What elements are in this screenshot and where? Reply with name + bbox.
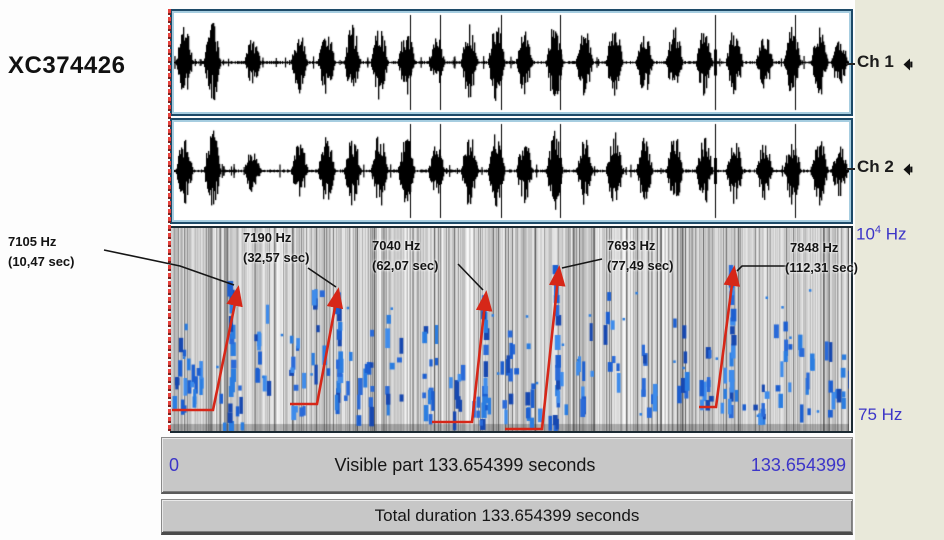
annotation-5-time: (112,31 sec) [785, 260, 859, 275]
annotation-4-time: (77,49 sec) [607, 258, 674, 273]
waveform-channel-1-panel[interactable] [170, 9, 853, 116]
annotation-3-freq: 7040 Hz [372, 238, 421, 253]
visible-start-time: 0 [169, 454, 180, 475]
freq-axis-max-label: 104 Hz [856, 224, 907, 244]
annotation-1-freq: 7105 Hz [8, 234, 57, 249]
waveform-channel-2-canvas[interactable] [174, 122, 849, 220]
annotation-2-freq: 7190 Hz [243, 230, 292, 245]
waveform-channel-2-panel[interactable] [170, 118, 853, 224]
total-duration-label: Total duration 133.654399 seconds [374, 506, 640, 525]
annotation-4-freq: 7693 Hz [607, 238, 656, 253]
visible-part-scrollbar[interactable]: 0 Visible part 133.654399 seconds 133.65… [161, 437, 853, 494]
channel-2-label-group: Ch 2 [857, 157, 913, 177]
annotation-5: 7848 Hz (112,31 sec) [785, 238, 858, 278]
annotation-3-time: (62,07 sec) [372, 258, 439, 273]
speaker-icon[interactable] [901, 56, 913, 70]
annotation-3: 7040 Hz (62,07 sec) [372, 236, 439, 276]
annotation-5-freq: 7848 Hz [790, 240, 839, 255]
freq-axis-min-label: 75 Hz [858, 405, 903, 424]
right-margin-panel [855, 0, 944, 540]
channel-1-label: Ch 1 [857, 52, 894, 71]
visible-end-time: 133.654399 [750, 454, 846, 475]
recording-id-label: XC374426 [8, 52, 126, 79]
speaker-icon[interactable] [901, 161, 913, 175]
annotation-2-time: (32,57 sec) [243, 250, 310, 265]
annotation-4: 7693 Hz (77,49 sec) [607, 236, 674, 276]
playback-cursor-line[interactable] [168, 9, 171, 433]
annotation-2: 7190 Hz (32,57 sec) [243, 228, 310, 268]
visible-part-label: Visible part 133.654399 seconds [334, 454, 596, 475]
channel-1-label-group: Ch 1 [857, 52, 913, 72]
total-duration-bar: Total duration 133.654399 seconds [161, 499, 853, 535]
annotation-1-time: (10,47 sec) [8, 254, 75, 269]
annotation-1: 7105 Hz (10,47 sec) [8, 232, 75, 272]
channel-2-label: Ch 2 [857, 157, 894, 176]
waveform-channel-1-canvas[interactable] [174, 13, 849, 112]
